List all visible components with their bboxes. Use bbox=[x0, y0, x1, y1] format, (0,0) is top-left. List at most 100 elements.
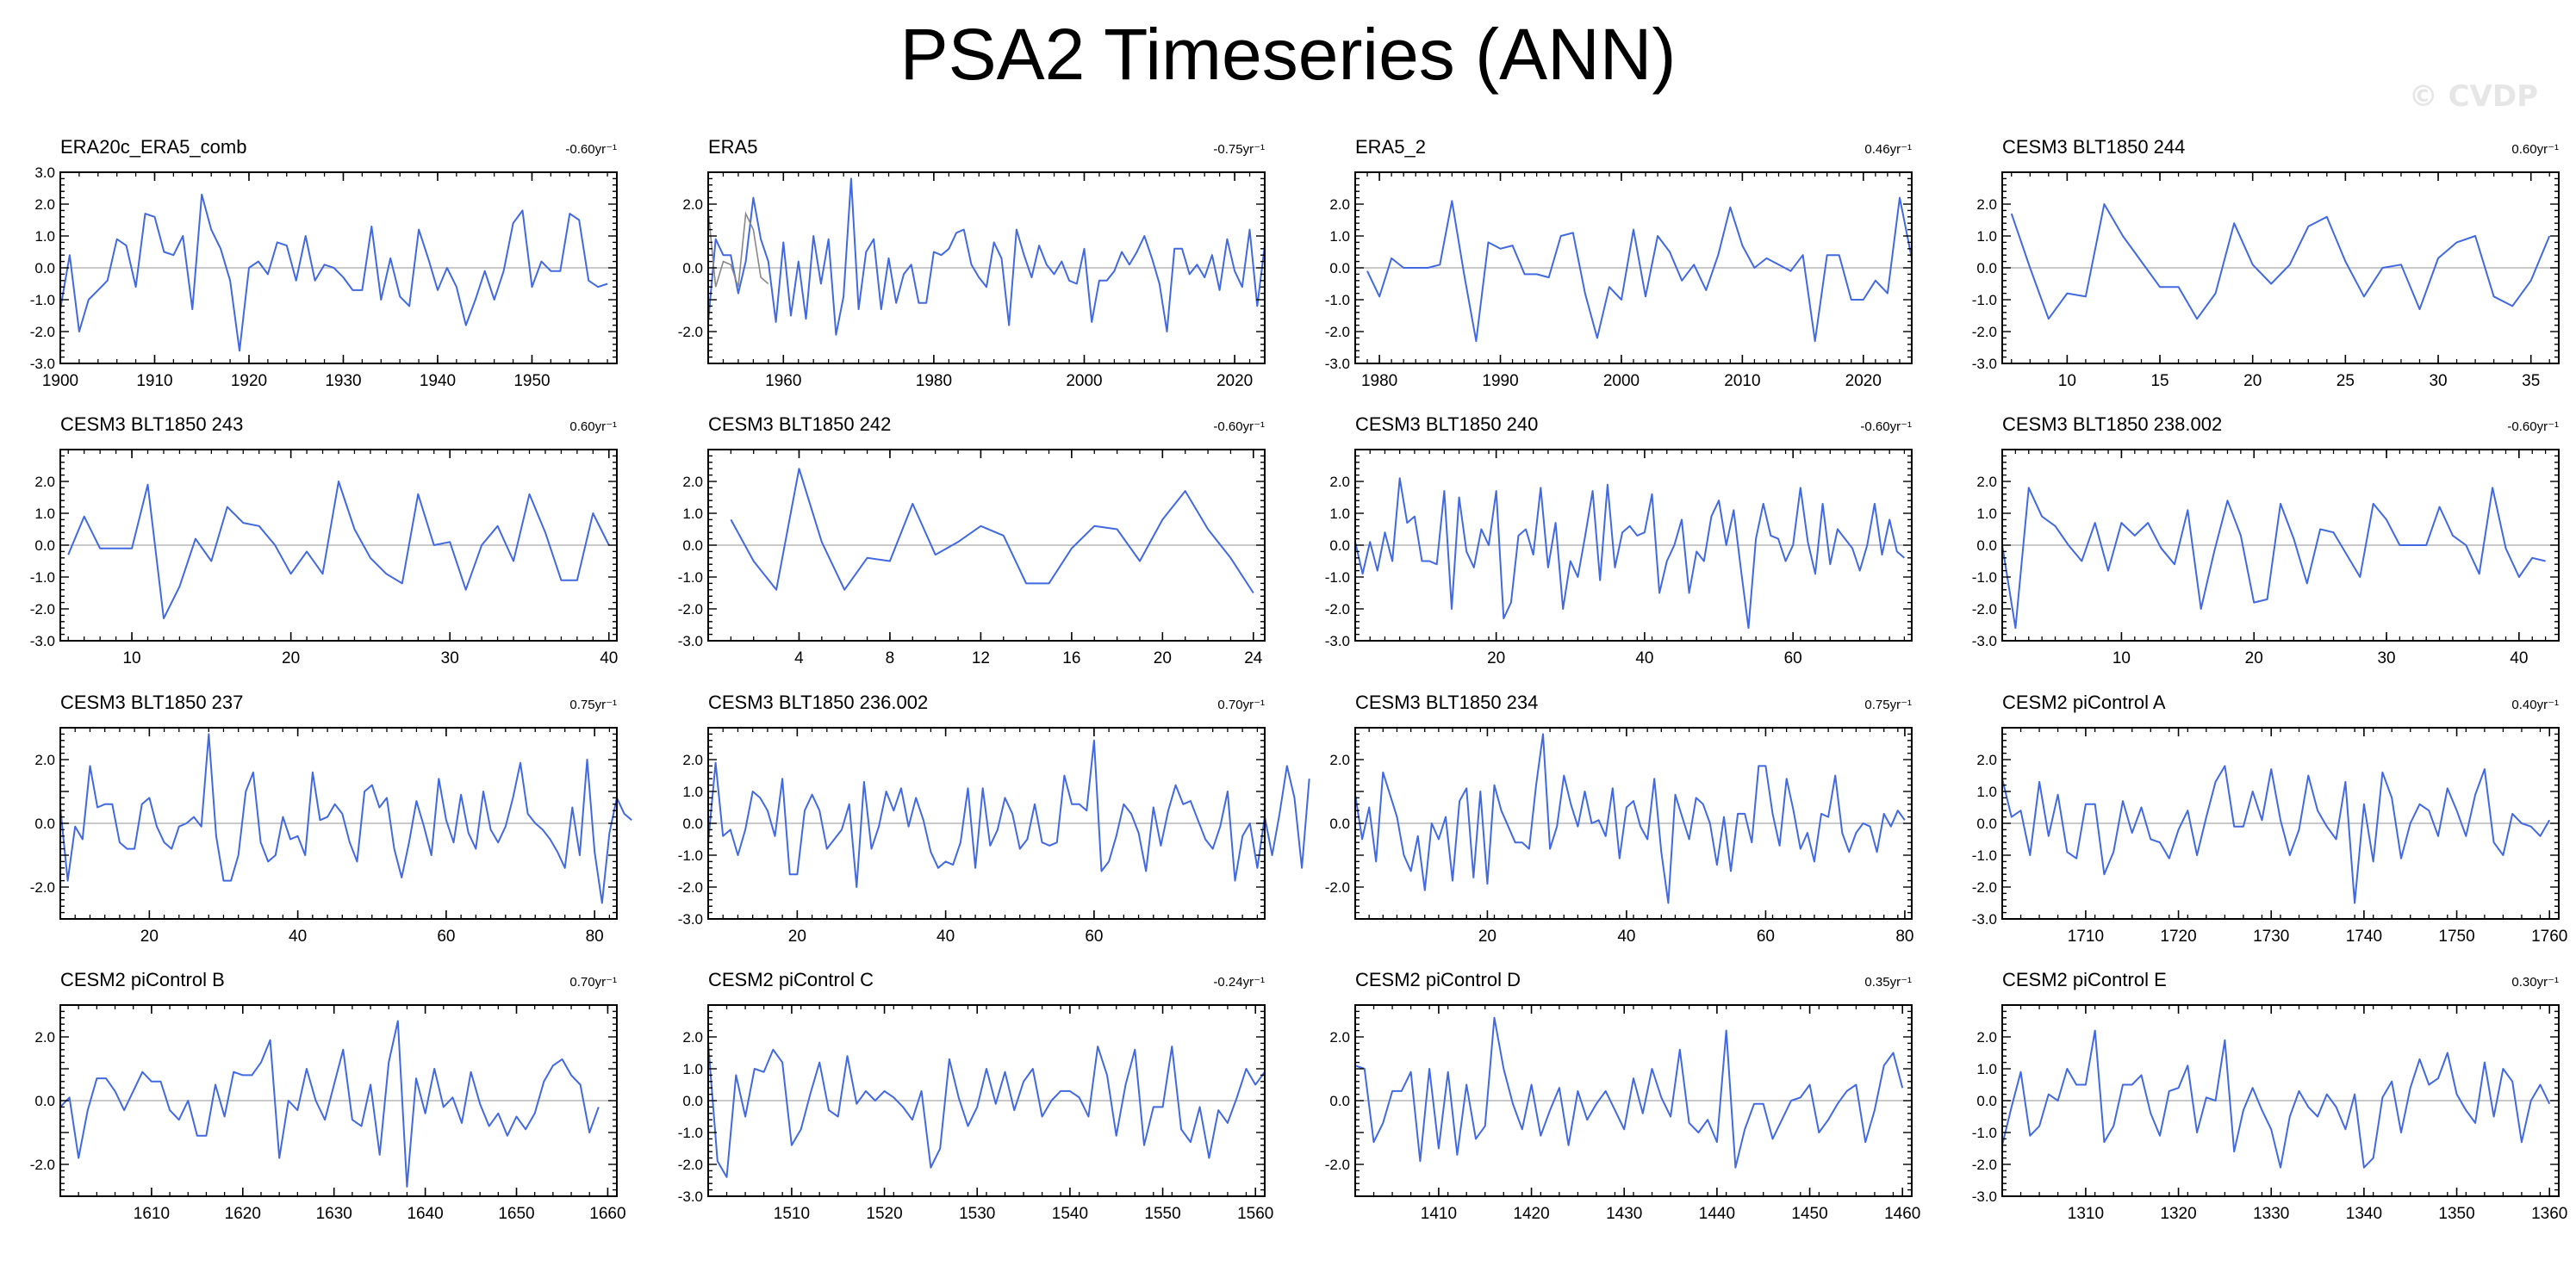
series-line bbox=[59, 733, 632, 904]
y-tick-label: -1.0 bbox=[1325, 292, 1350, 308]
chart-panel: CESM3 BLT1850 236.002 0.70yr⁻¹ -3.0 -2.0 -1.… bbox=[678, 692, 1310, 946]
y-tick-label: -3.0 bbox=[1972, 1188, 1997, 1205]
y-tick-label: -2.0 bbox=[1972, 879, 1997, 896]
y-tick-label: 0.0 bbox=[682, 537, 703, 554]
x-tick-label: 2000 bbox=[1066, 372, 1102, 390]
y-tick-label: -3.0 bbox=[678, 911, 703, 928]
trend-label: 0.35yr⁻¹ bbox=[1864, 975, 1912, 990]
y-tick-label: 2.0 bbox=[34, 474, 55, 490]
x-tick-label: 1940 bbox=[420, 372, 456, 390]
panel-title: ERA5 bbox=[708, 136, 757, 158]
y-tick-label: 2.0 bbox=[1329, 196, 1350, 213]
y-tick-label: 0.0 bbox=[34, 260, 55, 276]
series-line bbox=[59, 193, 608, 352]
y-tick-label: 2.0 bbox=[34, 196, 55, 213]
x-tick-label: 30 bbox=[2429, 372, 2447, 390]
x-tick-label: 1910 bbox=[136, 372, 172, 390]
panel-title: CESM3 BLT1850 238.002 bbox=[2002, 413, 2222, 435]
x-tick-label: 1900 bbox=[42, 372, 78, 390]
y-tick-label: -3.0 bbox=[30, 356, 55, 372]
y-tick-label: -1.0 bbox=[1972, 569, 1997, 586]
panel-title: CESM2 piControl A bbox=[2002, 692, 2166, 713]
trend-label: 0.75yr⁻¹ bbox=[569, 698, 617, 712]
panel-title: CESM2 piControl D bbox=[1355, 969, 1521, 990]
x-tick-label: 40 bbox=[2510, 649, 2528, 667]
x-tick-label: 60 bbox=[437, 928, 455, 946]
x-tick-label: 1960 bbox=[765, 372, 801, 390]
x-tick-label: 8 bbox=[886, 649, 895, 667]
x-tick-label: 20 bbox=[1487, 649, 1505, 667]
y-tick-label: -1.0 bbox=[30, 292, 55, 308]
y-tick-label: -2.0 bbox=[30, 879, 55, 896]
panel-title: CESM3 BLT1850 242 bbox=[708, 413, 891, 435]
x-tick-label: 1730 bbox=[2253, 928, 2289, 946]
y-tick-label: -2.0 bbox=[1972, 324, 1997, 340]
series-line bbox=[707, 1043, 1266, 1178]
chart-panel: CESM3 BLT1850 234 0.75yr⁻¹ -2.0 0.0 2.0 20 40 6… bbox=[1325, 692, 1914, 946]
trend-label: -0.60yr⁻¹ bbox=[1860, 419, 1912, 434]
x-tick-label: 1660 bbox=[589, 1205, 625, 1223]
x-tick-label: 1950 bbox=[513, 372, 550, 390]
x-tick-label: 10 bbox=[2112, 649, 2131, 667]
x-tick-label: 60 bbox=[1085, 928, 1103, 946]
panel-title: CESM3 BLT1850 244 bbox=[2002, 136, 2185, 158]
chart-panel: CESM2 piControl C -0.24yr⁻¹ -3.0 -2.0 -1.0 0.… bbox=[678, 969, 1274, 1223]
x-tick-label: 20 bbox=[140, 928, 159, 946]
series-line bbox=[59, 1020, 600, 1188]
y-tick-label: -3.0 bbox=[30, 633, 55, 649]
panel-title: ERA20c_ERA5_comb bbox=[60, 136, 246, 158]
trend-label: 0.30yr⁻¹ bbox=[2511, 975, 2559, 990]
x-tick-label: 20 bbox=[2243, 372, 2262, 390]
trend-label: -0.60yr⁻¹ bbox=[565, 142, 617, 157]
x-tick-label: 1930 bbox=[325, 372, 361, 390]
y-tick-label: -1.0 bbox=[30, 569, 55, 586]
x-tick-label: 1640 bbox=[407, 1205, 443, 1223]
series-line bbox=[1354, 1016, 1904, 1169]
y-tick-label: 0.0 bbox=[1329, 816, 1350, 832]
x-tick-label: 1710 bbox=[2068, 928, 2104, 946]
y-tick-label: 0.0 bbox=[34, 816, 55, 832]
y-tick-label: 0.0 bbox=[1976, 260, 1997, 276]
x-tick-label: 60 bbox=[1757, 928, 1775, 946]
x-tick-label: 20 bbox=[282, 649, 300, 667]
y-tick-label: 1.0 bbox=[682, 1061, 703, 1077]
y-tick-label: -2.0 bbox=[1972, 1157, 1997, 1173]
x-tick-label: 60 bbox=[1784, 649, 1802, 667]
x-tick-label: 1610 bbox=[134, 1205, 170, 1223]
y-tick-label: 2.0 bbox=[682, 196, 703, 213]
chart-panel: CESM2 piControl D 0.35yr⁻¹ -2.0 0.0 2.0 1410 1… bbox=[1325, 969, 1921, 1223]
panel-title: ERA5_2 bbox=[1355, 136, 1426, 158]
y-tick-label: 1.0 bbox=[1976, 1061, 1997, 1077]
x-tick-label: 1720 bbox=[2160, 928, 2196, 946]
trend-label: -0.75yr⁻¹ bbox=[1213, 142, 1265, 157]
panel-title: CESM3 BLT1850 240 bbox=[1355, 413, 1538, 435]
x-tick-label: 1740 bbox=[2346, 928, 2382, 946]
x-tick-label: 1410 bbox=[1421, 1205, 1457, 1223]
y-tick-label: 2.0 bbox=[682, 1029, 703, 1046]
y-tick-label: 0.0 bbox=[1976, 1093, 1997, 1109]
x-tick-label: 1990 bbox=[1482, 372, 1518, 390]
y-tick-label: 1.0 bbox=[1976, 506, 1997, 522]
panel-title: CESM3 BLT1850 237 bbox=[60, 692, 243, 713]
y-tick-label: -2.0 bbox=[30, 601, 55, 617]
x-tick-label: 1350 bbox=[2438, 1205, 2474, 1223]
series-line bbox=[1354, 733, 1906, 904]
y-tick-label: 2.0 bbox=[1976, 196, 1997, 213]
y-tick-label: -2.0 bbox=[30, 1157, 55, 1173]
x-tick-label: 1310 bbox=[2068, 1205, 2104, 1223]
y-tick-label: -2.0 bbox=[678, 601, 703, 617]
x-tick-label: 1550 bbox=[1144, 1205, 1180, 1223]
x-tick-label: 1510 bbox=[774, 1205, 810, 1223]
x-tick-label: 1650 bbox=[498, 1205, 534, 1223]
x-tick-label: 1450 bbox=[1791, 1205, 1827, 1223]
x-tick-label: 2010 bbox=[1724, 372, 1760, 390]
x-tick-label: 40 bbox=[1617, 928, 1635, 946]
y-tick-label: 2.0 bbox=[1976, 752, 1997, 768]
x-tick-label: 1620 bbox=[225, 1205, 261, 1223]
series-line bbox=[67, 481, 610, 620]
y-tick-label: -2.0 bbox=[1325, 324, 1350, 340]
x-tick-label: 12 bbox=[972, 649, 990, 667]
x-tick-label: 1980 bbox=[916, 372, 952, 390]
trend-label: -0.60yr⁻¹ bbox=[1213, 419, 1265, 434]
y-tick-label: 2.0 bbox=[34, 1029, 55, 1046]
